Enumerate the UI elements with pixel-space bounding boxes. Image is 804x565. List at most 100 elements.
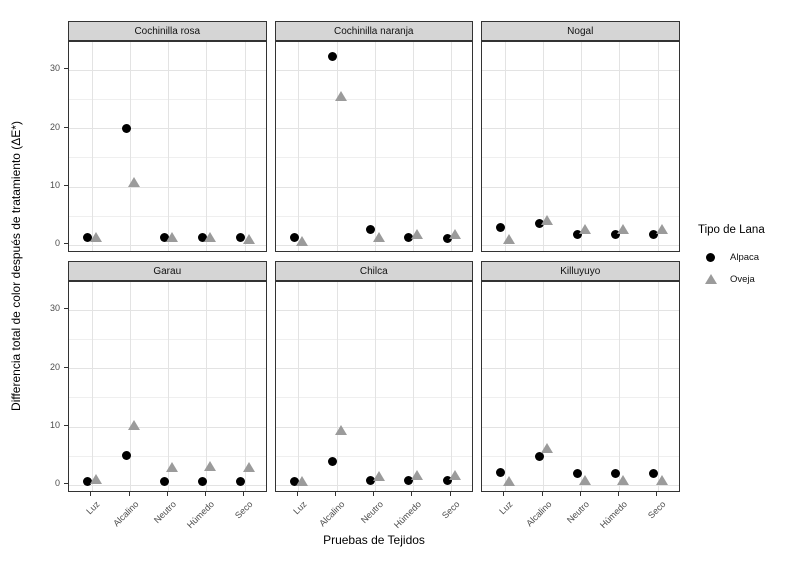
facet-strip-label: Garau [153, 265, 182, 277]
gridline-major [482, 244, 679, 246]
data-point-alpaca [572, 229, 582, 239]
facet-panel [481, 41, 680, 252]
data-point-alpaca [83, 476, 93, 486]
gridline-category [298, 282, 300, 491]
data-point-oveja [204, 461, 217, 472]
data-point-oveja [410, 470, 423, 480]
y-axis-tick [64, 425, 68, 427]
gridline-major [69, 69, 266, 71]
x-axis-tick [335, 492, 337, 496]
data-point-alpaca [534, 218, 544, 228]
data-point-oveja [128, 420, 141, 431]
facet-strip: Cochinilla rosa [68, 21, 267, 41]
gridline-major [275, 484, 472, 486]
gridline-category [244, 42, 246, 251]
gridline-major [482, 426, 679, 428]
gridline-major [482, 368, 679, 370]
legend-label-alpaca: Alpaca [730, 251, 760, 263]
gridline-category [336, 282, 338, 491]
gridline-minor [482, 99, 679, 101]
facet-strip: Chilca [274, 261, 473, 281]
gridline-minor [482, 455, 679, 457]
data-point-oveja [655, 475, 668, 486]
gridline-category [412, 282, 414, 491]
data-point-oveja [541, 215, 554, 226]
data-point-alpaca [496, 223, 506, 233]
gridline-minor [482, 215, 679, 217]
gridline-major [275, 186, 472, 188]
data-point-alpaca [121, 451, 131, 461]
facet-panel [481, 281, 680, 492]
facet-strip-label: Chilca [359, 265, 388, 277]
x-axis-title: Pruebas de Tejidos [323, 533, 425, 547]
data-point-alpaca [236, 233, 246, 243]
gridline-major [69, 484, 266, 486]
facet-panel [274, 281, 473, 492]
y-axis-tick-label: 30 [49, 303, 60, 314]
gridline-minor [69, 99, 266, 101]
y-axis-tick-label: 20 [49, 121, 60, 132]
data-point-oveja [334, 90, 347, 101]
x-axis-tick [243, 492, 245, 496]
gridline-minor [69, 455, 266, 457]
gridline-minor [482, 397, 679, 399]
data-point-oveja [242, 233, 255, 244]
y-axis-tick [64, 483, 68, 485]
x-axis-tick [541, 492, 543, 496]
x-axis-tick [503, 492, 505, 496]
legend-item-oveja: Oveja [698, 268, 802, 290]
data-point-oveja [128, 176, 141, 187]
facet-strip-label: Cochinilla rosa [134, 25, 201, 37]
data-point-alpaca [197, 232, 207, 242]
gridline-major [69, 244, 266, 246]
data-point-alpaca [442, 233, 452, 243]
facet-strip-label: Killuyuyo [560, 265, 601, 277]
y-axis-tick [64, 68, 68, 70]
gridline-minor [69, 397, 266, 399]
x-axis-tick [128, 492, 130, 496]
data-point-alpaca [496, 467, 506, 477]
y-axis-tick [64, 126, 68, 128]
x-axis-tick [296, 492, 298, 496]
gridline-minor [69, 215, 266, 217]
data-point-alpaca [197, 477, 207, 487]
x-axis-tick [656, 492, 658, 496]
gridline-minor [275, 157, 472, 159]
data-point-oveja [502, 476, 515, 487]
gridline-category [504, 42, 506, 251]
data-point-oveja [166, 232, 179, 243]
gridline-major [69, 128, 266, 130]
data-point-oveja [296, 236, 309, 247]
gridline-major [482, 309, 679, 311]
facet-panel [68, 281, 267, 492]
gridline-category [91, 282, 93, 491]
gridline-major [275, 128, 472, 130]
gridline-major [69, 309, 266, 311]
gridline-category [374, 282, 376, 491]
data-point-oveja [449, 228, 462, 239]
data-point-oveja [410, 228, 423, 239]
data-point-alpaca [159, 477, 169, 487]
data-point-oveja [579, 224, 592, 235]
data-point-alpaca [366, 224, 376, 234]
y-axis-tick-label: 10 [49, 180, 60, 191]
gridline-major [69, 186, 266, 188]
facet-strip: Cochinilla naranja [274, 21, 473, 41]
gridline-minor [69, 157, 266, 159]
y-axis-tick [64, 243, 68, 245]
x-axis-tick [90, 492, 92, 496]
y-axis-tick-label: 10 [49, 420, 60, 431]
data-point-alpaca [328, 457, 338, 467]
gridline-category [504, 282, 506, 491]
data-point-alpaca [649, 229, 659, 239]
gridline-category [168, 42, 170, 251]
data-point-alpaca [649, 469, 659, 479]
y-axis-tick [64, 366, 68, 368]
gridline-minor [275, 339, 472, 341]
data-point-alpaca [442, 475, 452, 485]
gridline-major [482, 484, 679, 486]
gridline-major [275, 69, 472, 71]
gridline-major [69, 426, 266, 428]
data-point-alpaca [289, 233, 299, 243]
